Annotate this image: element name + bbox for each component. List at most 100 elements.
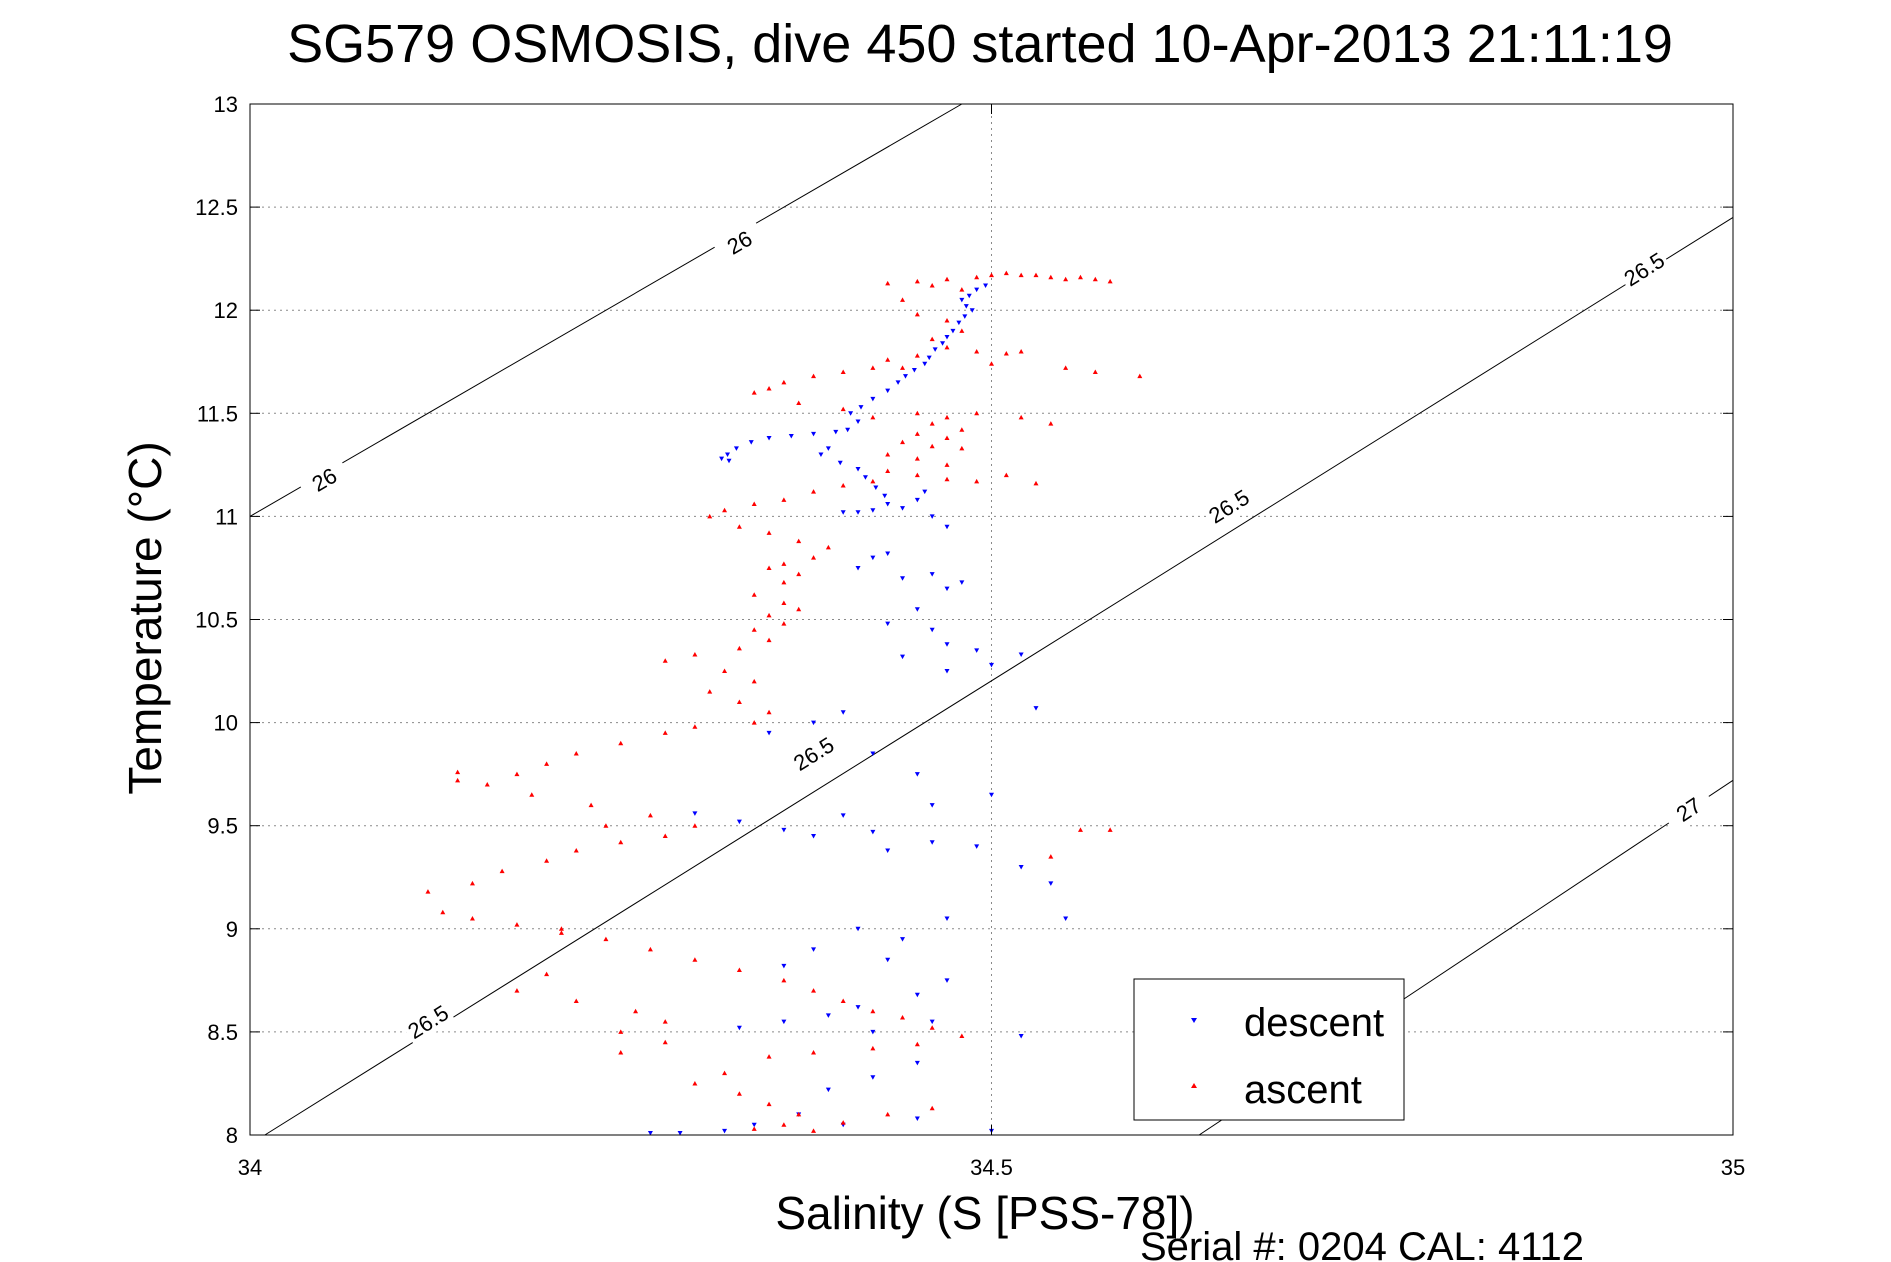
- ascent-point: [766, 530, 772, 535]
- descent-point: [647, 1130, 653, 1136]
- ascent-point: [647, 812, 653, 818]
- descent-point: [959, 297, 965, 303]
- ascent-point: [722, 1070, 728, 1076]
- descent-point: [1048, 881, 1054, 886]
- descent-point: [882, 493, 888, 499]
- ascent-point: [840, 369, 846, 375]
- ascent-point: [900, 365, 906, 370]
- ascent-point: [1077, 274, 1083, 280]
- ascent-point: [455, 777, 461, 783]
- ascent-point: [885, 468, 891, 474]
- ascent-point: [929, 443, 935, 449]
- ascent-point: [811, 988, 817, 993]
- ascent-point: [751, 627, 757, 632]
- ascent-point: [692, 1080, 698, 1086]
- ascent-point: [781, 621, 787, 626]
- descent-point: [811, 947, 817, 952]
- ascent-point: [1003, 270, 1009, 276]
- ascent-point: [736, 1091, 742, 1096]
- ascent-point: [781, 1122, 787, 1127]
- descent-point: [811, 834, 817, 839]
- descent-point: [855, 565, 861, 571]
- descent-point: [885, 848, 891, 853]
- y-tick-label: 8: [226, 1123, 238, 1148]
- serial-cal-footer: Serial #: 0204 CAL: 4112: [1140, 1225, 1584, 1262]
- ascent-point: [914, 311, 920, 317]
- ascent-point: [766, 386, 772, 391]
- y-tick-label: 13: [214, 92, 238, 117]
- contour-line-26-5: [264, 216, 1734, 1136]
- ascent-point: [1018, 348, 1024, 354]
- descent-point: [818, 452, 824, 458]
- contour-label-backing: [786, 729, 841, 778]
- ascent-point: [618, 740, 624, 746]
- descent-point: [940, 341, 946, 346]
- descent-point: [848, 411, 854, 416]
- descent-point: [895, 380, 901, 385]
- legend-ascent-label: ascent: [1244, 1068, 1362, 1112]
- descent-point: [914, 992, 920, 998]
- ascent-point: [1048, 421, 1054, 426]
- descent-point: [845, 427, 851, 433]
- ascent-point: [751, 501, 757, 507]
- ascent-point: [870, 414, 876, 420]
- descent-point: [885, 621, 891, 627]
- descent-point: [781, 827, 787, 833]
- ascent-point: [796, 400, 802, 405]
- descent-point: [900, 654, 906, 660]
- ascent-point: [974, 274, 980, 280]
- ascent-point: [974, 478, 980, 484]
- contour-label-backing: [1661, 785, 1716, 834]
- descent-point: [766, 730, 772, 736]
- ascent-point: [1048, 854, 1054, 859]
- ascent-point: [840, 406, 846, 412]
- ascent-point: [959, 328, 965, 333]
- ascent-point: [900, 439, 906, 445]
- chart-title: SG579 OSMOSIS, dive 450 started 10-Apr-2…: [287, 14, 1673, 74]
- ascent-point: [722, 668, 728, 674]
- ascent-point: [469, 880, 475, 886]
- ascent-point: [766, 565, 772, 570]
- descent-point: [840, 510, 846, 515]
- ascent-point: [603, 823, 609, 828]
- legend-descent-label: descent: [1244, 1001, 1384, 1045]
- ascent-point: [796, 1111, 802, 1117]
- descent-point: [974, 844, 980, 849]
- descent-point: [811, 431, 817, 437]
- descent-point: [944, 586, 950, 592]
- descent-point: [870, 396, 876, 402]
- descent-point: [811, 720, 817, 726]
- ascent-point: [455, 769, 461, 775]
- ascent-point: [766, 612, 772, 618]
- ascent-point: [499, 868, 505, 874]
- descent-point: [840, 813, 846, 818]
- descent-point: [911, 367, 917, 373]
- descent-point: [974, 648, 980, 653]
- descent-point: [944, 642, 950, 647]
- ascent-point: [736, 699, 742, 704]
- ascent-point: [914, 1041, 920, 1047]
- ascent-point: [929, 1025, 935, 1030]
- descent-point: [870, 751, 876, 757]
- descent-point: [974, 287, 980, 293]
- y-tick-label: 12.5: [195, 195, 238, 220]
- descent-point: [870, 1029, 876, 1035]
- ascent-point: [1063, 276, 1069, 282]
- descent-point: [748, 440, 754, 445]
- x-axis-label: Salinity (S [PSS-78]): [775, 1187, 1194, 1239]
- descent-point: [989, 662, 994, 668]
- ascent-point: [766, 1054, 772, 1059]
- descent-point: [870, 555, 876, 561]
- ascent-point: [929, 336, 935, 342]
- descent-point: [926, 355, 932, 361]
- descent-point: [726, 458, 732, 464]
- descent-point: [855, 926, 861, 932]
- grid: [250, 104, 1733, 1135]
- ascent-point: [944, 476, 950, 482]
- ascent-point: [558, 930, 564, 935]
- ascent-point: [811, 1050, 817, 1055]
- ascent-point: [662, 730, 668, 735]
- ascent-point: [796, 571, 802, 577]
